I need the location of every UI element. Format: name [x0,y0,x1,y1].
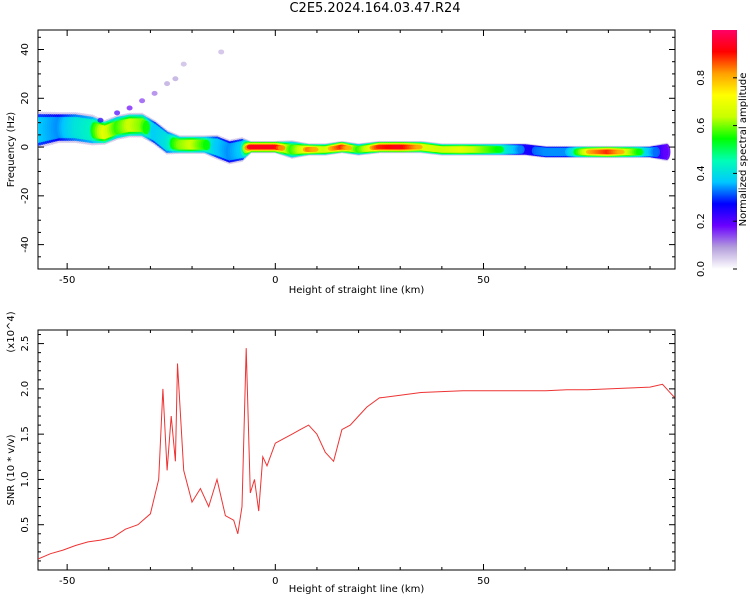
colorbar-tick-label: 0.4 [696,165,707,181]
colorbar-tick-label: 0.0 [696,261,707,277]
snr-y-tick-label: 1.0 [20,471,31,487]
spectrogram-cell [311,147,319,152]
colorbar-tick-label: 0.6 [696,118,707,134]
colorbar-gradient [712,30,737,269]
snr-y-tick-label: 2.5 [20,336,31,352]
snr-y-tick-label: 2.0 [20,381,31,397]
colorbar: 0.0 0.2 0.4 0.6 0.8 Normalized spectral ampl… [696,30,749,277]
spectrogram-cell [415,144,423,150]
snr-y-multiplier: (x10^4) [6,311,17,352]
spectrogram-y-tick-label: 0 [20,144,31,150]
spectrogram-cell [344,145,352,151]
spectrogram-cell [635,148,644,156]
spectrogram-cell [142,120,150,135]
spectrogram-y-tick-label: 20 [20,92,31,105]
spectrogram-secondary-cell [97,117,104,123]
snr-y-tick-label: 0.5 [20,517,31,533]
snr-plot-area [37,329,676,571]
spectrogram-cell [496,146,504,153]
chart-title: C2E5.2024.164.03.47.R24 [289,1,461,16]
spectrogram-secondary-cell [218,49,225,55]
spectrogram-cell [662,143,671,160]
spectrogram-panel: -50 0 50 40 20 0 -20 -40 Height of straight lin… [6,29,676,296]
spectrogram-secondary-cell [164,81,171,87]
spectrogram-cell [202,139,211,151]
snr-x-tick-label: 50 [477,576,490,587]
snr-x-axis-label: Height of straight line (km) [289,584,425,595]
snr-y-tick-label: 1.5 [20,426,31,442]
colorbar-label: Normalized spectral amplitude [738,73,749,227]
spectrogram-y-tick-label: -20 [20,188,31,204]
spectrogram-secondary-cell [139,98,146,104]
snr-series-line [38,348,675,560]
spectrogram-secondary-cell [172,76,179,82]
spectrogram-cell [277,145,286,151]
spectrogram-x-tick-label: 50 [477,275,490,286]
spectrogram-x-tick-label: -50 [59,275,75,286]
spectrogram-y-axis-label: Frequency (Hz) [6,112,17,188]
spectrogram-secondary-cell [151,90,158,96]
spectrogram-cell [652,146,661,158]
spectrogram-cell [617,149,625,155]
spectrogram-secondary-cell [114,110,121,116]
snr-y-axis-label: SNR (10 * v/v) [6,434,17,505]
spectrogram-y-tick-label: 40 [20,43,31,56]
snr-panel: -50 0 50 0.5 1.0 1.5 2.0 2.5 Height of straight… [6,311,676,595]
spectrogram-x-tick-label: 0 [272,275,278,286]
colorbar-tick-label: 0.2 [696,213,707,229]
colorbar-tick-label: 0.8 [696,70,707,86]
spectrogram-secondary-cell [126,105,133,111]
snr-x-tick-label: -50 [59,576,75,587]
spectrogram-x-axis-label: Height of straight line (km) [289,285,425,296]
spectrogram-secondary-cell [180,61,187,67]
snr-x-tick-label: 0 [272,576,278,587]
spectrogram-y-tick-label: -40 [20,236,31,252]
spectrogram-cell [517,145,525,154]
